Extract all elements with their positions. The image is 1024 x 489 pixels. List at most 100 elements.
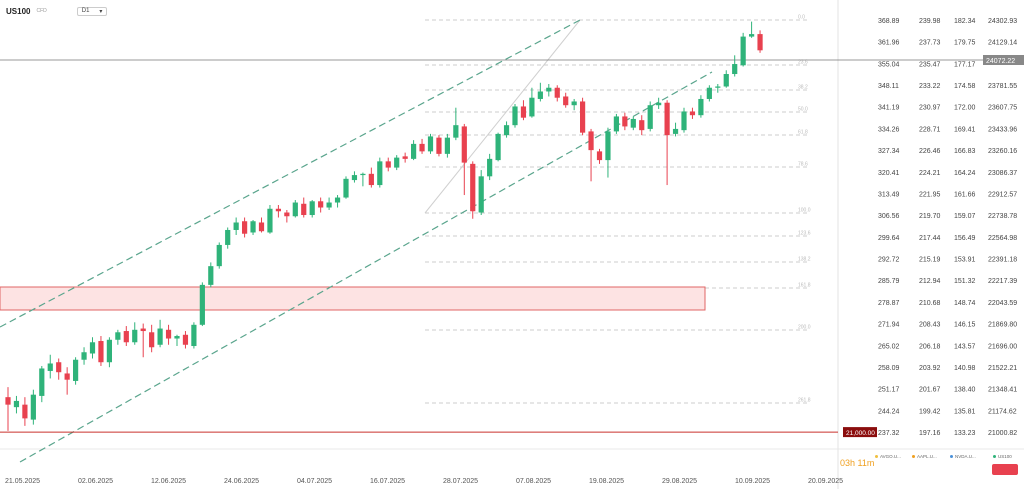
y-tick-label-aux: 235.47 [919, 61, 941, 68]
candle-down [757, 34, 763, 51]
candle-up [529, 97, 535, 117]
resistance-zone [0, 286, 706, 311]
candle-up [115, 332, 121, 340]
y-tick-label-aux: 197.16 [919, 430, 941, 437]
candle-up [723, 74, 729, 87]
y-tick-label-aux: 182.34 [954, 18, 976, 25]
y-tick-label: 21696.00 [988, 343, 1017, 350]
y-tick-label-aux: 230.97 [919, 105, 941, 112]
candle-down [242, 221, 248, 234]
sell-button[interactable] [992, 464, 1018, 475]
y-tick-label-aux: 271.94 [878, 322, 900, 329]
legend-item-nvda[interactable]: NVDA.U... [950, 454, 976, 459]
legend-item-avgo[interactable]: AVGO.U... [875, 454, 901, 459]
y-tick-label-aux: 278.87 [878, 300, 900, 307]
candle-up [715, 86, 721, 88]
y-tick-label-aux: 212.94 [919, 278, 941, 285]
y-tick-label-aux: 217.44 [919, 235, 941, 242]
y-tick-label-aux: 153.91 [954, 257, 976, 264]
x-tick-label: 21.05.2025 [5, 478, 40, 485]
y-tick-label: 22912.57 [988, 191, 1017, 198]
y-tick-label: 22391.18 [988, 257, 1017, 264]
y-tick-label: 21348.41 [988, 387, 1017, 394]
candle-down [182, 334, 189, 345]
candle-up [546, 87, 552, 92]
candle-down [301, 203, 307, 216]
fib-level-label: 78.6 [798, 162, 808, 168]
y-tick-label-aux: 341.19 [878, 105, 900, 112]
y-tick-label-aux: 239.98 [919, 18, 941, 25]
candle-up [73, 359, 79, 381]
candle-down [639, 120, 645, 131]
y-tick-label-aux: 265.02 [878, 343, 900, 350]
legend-dot [912, 455, 915, 458]
y-tick-label-aux: 306.56 [878, 213, 900, 220]
symbol-label[interactable]: US100 [6, 6, 31, 16]
fib-level-label: 0.0 [798, 15, 805, 21]
y-tick-label-aux: 151.32 [954, 278, 976, 285]
candle-up [732, 64, 738, 75]
candle-down [318, 201, 324, 208]
y-tick-label-aux: 327.34 [878, 148, 900, 155]
y-tick-label-aux: 348.11 [878, 83, 899, 90]
candle-up [512, 106, 518, 126]
candle-up [351, 175, 358, 181]
y-tick-label: 21869.80 [988, 322, 1017, 329]
candle-up [672, 128, 679, 134]
y-tick-label-aux: 299.64 [878, 235, 900, 242]
candle-down [64, 373, 70, 380]
x-tick-label: 28.07.2025 [443, 478, 478, 485]
candle-up [106, 339, 112, 363]
y-tick-label-aux: 219.70 [919, 213, 941, 220]
legend-item-aapl[interactable]: AAPL.U... [912, 454, 937, 459]
y-tick-label-aux: 221.95 [919, 191, 941, 198]
candle-down [470, 163, 476, 212]
channel-upper-line [0, 19, 581, 328]
candle-up [334, 197, 341, 203]
x-tick-label: 04.07.2025 [297, 478, 332, 485]
candle-down [664, 102, 670, 136]
y-tick-label-aux: 361.96 [878, 40, 900, 47]
y-tick-label-aux: 159.07 [954, 213, 976, 220]
candle-up [233, 222, 239, 230]
x-tick-label: 10.09.2025 [735, 478, 770, 485]
candle-up [453, 125, 459, 138]
candle-down [461, 126, 467, 163]
x-tick-label: 24.06.2025 [224, 478, 259, 485]
current-price-tag [983, 55, 1024, 65]
x-tick-label: 07.08.2025 [516, 478, 551, 485]
y-tick-label-aux: 166.83 [954, 148, 976, 155]
y-tick-label-aux: 174.58 [954, 83, 976, 90]
level-21000-label: 21,000.00 [846, 430, 875, 437]
candle-up [444, 137, 450, 154]
candle-down [284, 212, 290, 217]
x-tick-label: 19.08.2025 [589, 478, 624, 485]
fib-trend-line [424, 19, 581, 214]
candle-down [165, 329, 172, 339]
candle-up [132, 329, 138, 343]
candle-up [503, 125, 510, 136]
chart-header: US100 CFD D1 ▾ [6, 4, 108, 18]
candle-up [225, 229, 231, 245]
candle-down [140, 328, 146, 332]
y-tick-label-aux: 148.74 [954, 300, 976, 307]
legend-item-us100[interactable]: US100 [993, 454, 1012, 459]
symbol-sub-label: CFD [36, 8, 47, 14]
candle-down [5, 397, 11, 405]
x-tick-label: 12.06.2025 [151, 478, 186, 485]
y-tick-label: 21000.82 [988, 430, 1017, 437]
candle-up [706, 87, 712, 99]
timeframe-select[interactable]: D1 ▾ [76, 6, 108, 16]
y-tick-label-aux: 313.49 [878, 191, 900, 198]
candle-up [13, 400, 20, 408]
fib-level-label: 261.8 [798, 398, 811, 404]
y-tick-label-aux: 177.17 [954, 61, 976, 68]
candle-up [740, 36, 746, 66]
y-tick-label: 21174.62 [988, 408, 1017, 415]
candle-up [30, 394, 36, 420]
y-tick-label-aux: 355.04 [878, 61, 900, 68]
chevron-down-icon: ▾ [99, 8, 103, 15]
candle-down [622, 116, 628, 127]
candle-down [56, 362, 62, 373]
